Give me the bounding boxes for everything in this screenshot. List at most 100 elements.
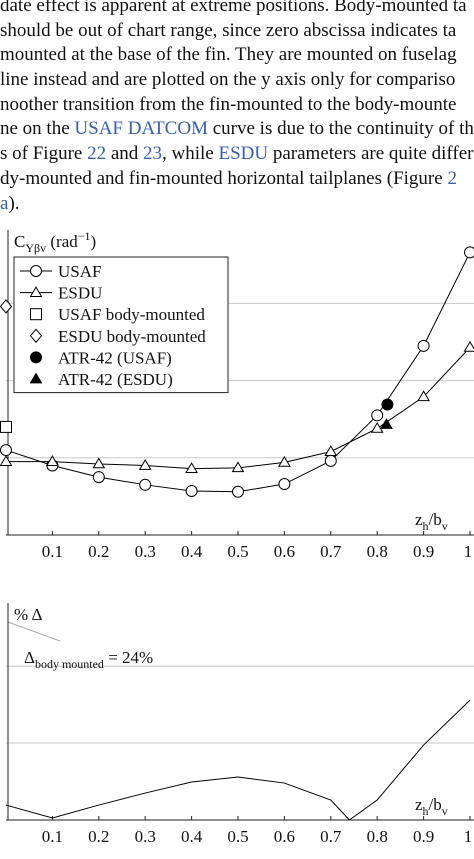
text: date effect is apparent at extreme posit…: [0, 0, 467, 16]
marker: [138, 459, 152, 470]
legend-label: ATR-42 (USAF): [58, 348, 172, 367]
x-tick-label: 0.7: [320, 827, 342, 846]
paragraph: date effect is apparent at extreme posit…: [0, 0, 474, 216]
marker: [185, 462, 198, 473]
label-part: C: [14, 232, 25, 251]
link[interactable]: ESDU: [218, 143, 269, 165]
marker: [417, 390, 430, 402]
label-part: h: [423, 519, 429, 533]
x-tick-label: 0.4: [181, 542, 203, 561]
link[interactable]: USAF DATCOM: [74, 118, 208, 140]
marker: [0, 444, 12, 457]
x-tick-label: 0.2: [88, 827, 109, 846]
text: line instead and are plotted on the y ax…: [0, 69, 456, 91]
label-part: v: [442, 519, 448, 533]
link[interactable]: 2: [447, 167, 457, 189]
label-part: z: [415, 795, 423, 814]
label-part: −1: [78, 229, 91, 243]
label-part: v: [442, 804, 448, 818]
text-line: dy-mounted and fin-mounted horizontal ta…: [0, 167, 474, 192]
label-part: body mounted: [35, 657, 104, 671]
text: ne on the: [0, 118, 75, 140]
label-part: h: [423, 804, 429, 818]
label-part: Yβv: [25, 241, 46, 255]
text-line: line instead and are plotted on the y ax…: [0, 68, 474, 93]
marker: [30, 265, 42, 277]
link[interactable]: a: [0, 192, 9, 214]
marker: [92, 457, 106, 469]
legend-label: ESDU body-mounted: [58, 327, 206, 346]
label-part: /b: [429, 795, 442, 814]
marker: [380, 418, 393, 429]
legend-label: ESDU: [58, 284, 102, 303]
y-axis-label: % Δ: [14, 605, 42, 624]
label-part: /b: [429, 510, 442, 529]
leader-line: [7, 621, 61, 642]
marker: [0, 299, 13, 314]
marker: [0, 420, 12, 433]
label-part: % Δ: [14, 605, 42, 624]
x-tick-label: 0.6: [274, 827, 295, 846]
x-axis-label: zh/bv: [415, 510, 448, 533]
text: and: [106, 143, 144, 165]
label-part: (rad: [46, 232, 78, 251]
label-part: = 24%: [104, 648, 153, 667]
marker: [370, 421, 384, 433]
x-tick-label: 0.4: [181, 827, 203, 846]
x-tick-label: 0.5: [227, 542, 248, 561]
link[interactable]: 23: [143, 143, 163, 165]
marker: [278, 455, 291, 467]
series-line: [5, 699, 471, 821]
marker: [29, 286, 43, 297]
text: , while: [162, 143, 219, 165]
marker: [231, 461, 245, 473]
x-tick-label: 0.9: [413, 542, 434, 561]
marker: [381, 398, 394, 411]
marker: [92, 471, 105, 484]
text: curve is due to the continuity of th: [207, 118, 474, 140]
text: ).: [8, 192, 20, 214]
marker: [46, 455, 59, 466]
annotation: Δbody mounted = 24%: [24, 648, 153, 671]
marker: [232, 485, 244, 498]
text-line: s of Figure 22 and 23, while ESDU parame…: [0, 142, 474, 167]
link[interactable]: 22: [87, 143, 107, 165]
text: parameters are quite differen: [268, 143, 474, 165]
x-tick-label: 0.3: [135, 827, 156, 846]
x-tick-label: 0.8: [367, 827, 388, 846]
text: s of Figure: [0, 143, 88, 165]
marker: [324, 445, 338, 456]
marker: [278, 478, 291, 491]
text: mounted at the base of the fin. They are…: [0, 44, 457, 66]
x-tick-label: 1: [464, 542, 473, 561]
text-line: should be out of chart range, since zero…: [0, 19, 474, 44]
text-line: a).: [0, 192, 474, 217]
marker: [30, 308, 42, 321]
legend-label: USAF: [58, 262, 101, 281]
x-tick-label: 0.8: [367, 542, 388, 561]
y-axis-label: CYβv (rad−1): [14, 229, 96, 255]
x-tick-label: 0.1: [42, 827, 63, 846]
marker: [463, 340, 474, 352]
label-part: z: [415, 510, 423, 529]
x-axis-label: zh/bv: [415, 795, 448, 818]
x-tick-label: 1: [464, 827, 473, 846]
text: noother transition from the fin-mounted …: [0, 93, 457, 115]
marker: [185, 484, 198, 497]
marker: [29, 372, 43, 384]
label-part: Δ: [24, 648, 35, 667]
marker: [29, 328, 43, 344]
x-tick-label: 0.6: [274, 542, 295, 561]
text-line: noother transition from the fin-mounted …: [0, 93, 474, 118]
x-tick-label: 0.5: [227, 827, 248, 846]
legend-box: [13, 256, 229, 394]
text: dy-mounted and fin-mounted horizontal ta…: [0, 167, 448, 189]
text: should be out of chart range, since zero…: [0, 19, 457, 41]
marker: [30, 351, 42, 364]
legend-label: USAF body-mounted: [58, 305, 205, 324]
legend-label: ATR-42 (ESDU): [58, 370, 173, 389]
marker: [324, 454, 337, 467]
x-tick-label: 0.7: [320, 542, 342, 561]
